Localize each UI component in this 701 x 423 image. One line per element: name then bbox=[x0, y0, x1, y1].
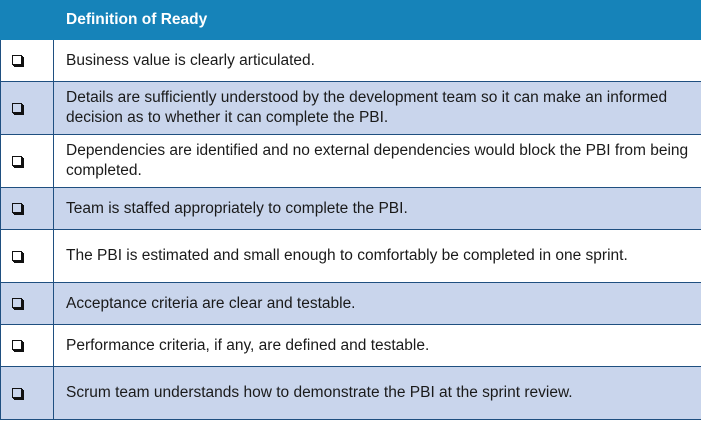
table-row: Team is staffed appropriately to complet… bbox=[0, 187, 701, 230]
checkbox-cell[interactable] bbox=[0, 187, 54, 230]
checkbox-icon[interactable] bbox=[12, 250, 22, 261]
table-row: Performance criteria, if any, are define… bbox=[0, 324, 701, 367]
row-text: Scrum team understands how to demonstrat… bbox=[53, 366, 701, 420]
table-row: Details are sufficiently understood by t… bbox=[0, 81, 701, 135]
row-text: Dependencies are identified and no exter… bbox=[53, 134, 701, 188]
row-text: The PBI is estimated and small enough to… bbox=[53, 229, 701, 283]
checkbox-icon[interactable] bbox=[12, 203, 22, 214]
checkbox-cell[interactable] bbox=[0, 229, 54, 283]
checkbox-icon[interactable] bbox=[12, 55, 22, 66]
checkbox-icon[interactable] bbox=[12, 298, 22, 309]
checkbox-icon[interactable] bbox=[12, 340, 22, 351]
table-row: Dependencies are identified and no exter… bbox=[0, 134, 701, 188]
table-header-row: Definition of Ready bbox=[0, 0, 701, 40]
table-row: The PBI is estimated and small enough to… bbox=[0, 229, 701, 283]
row-text: Business value is clearly articulated. bbox=[53, 39, 701, 82]
checkbox-cell[interactable] bbox=[0, 366, 54, 420]
row-text: Team is staffed appropriately to complet… bbox=[53, 187, 701, 230]
checkbox-cell[interactable] bbox=[0, 39, 54, 82]
table-title: Definition of Ready bbox=[53, 0, 701, 40]
checkbox-cell[interactable] bbox=[0, 134, 54, 188]
table-row: Acceptance criteria are clear and testab… bbox=[0, 282, 701, 325]
checkbox-cell[interactable] bbox=[0, 324, 54, 367]
checkbox-cell[interactable] bbox=[0, 282, 54, 325]
checkbox-icon[interactable] bbox=[12, 102, 22, 113]
checkbox-icon[interactable] bbox=[12, 155, 22, 166]
checkbox-icon[interactable] bbox=[12, 387, 22, 398]
table-row: Scrum team understands how to demonstrat… bbox=[0, 366, 701, 420]
checkbox-cell[interactable] bbox=[0, 81, 54, 135]
row-text: Performance criteria, if any, are define… bbox=[53, 324, 701, 367]
row-text: Details are sufficiently understood by t… bbox=[53, 81, 701, 135]
table-row: Business value is clearly articulated. bbox=[0, 39, 701, 82]
row-text: Acceptance criteria are clear and testab… bbox=[53, 282, 701, 325]
header-empty-cell bbox=[0, 0, 54, 40]
